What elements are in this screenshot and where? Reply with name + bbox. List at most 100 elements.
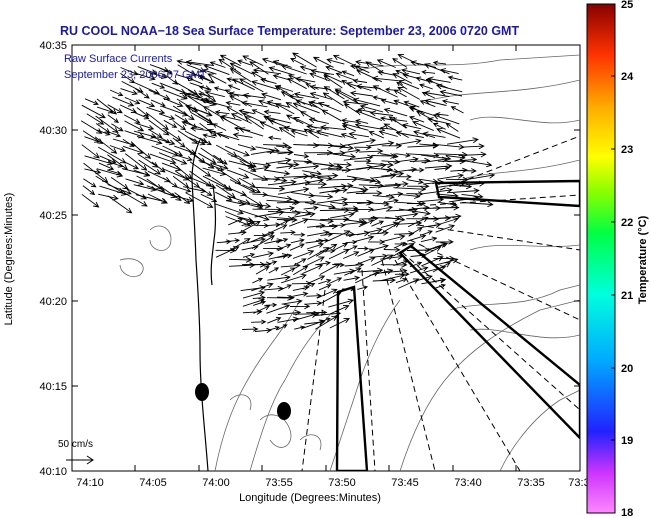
current-vector — [150, 136, 176, 146]
current-vector — [133, 72, 156, 81]
current-vector — [107, 184, 132, 195]
current-vector — [447, 156, 478, 163]
current-vector — [331, 144, 354, 151]
current-vector — [283, 125, 307, 133]
current-vector — [148, 71, 168, 79]
current-vector — [259, 121, 280, 132]
current-vector — [84, 168, 102, 175]
current-vector — [432, 60, 447, 66]
current-vector — [315, 223, 339, 230]
bathymetry-contours — [119, 54, 580, 471]
current-vector — [293, 153, 310, 159]
current-vector — [136, 135, 163, 145]
current-vector — [409, 261, 423, 268]
current-vector — [397, 211, 419, 218]
current-vector — [315, 238, 330, 243]
current-vector — [229, 256, 253, 263]
current-vector — [330, 211, 355, 219]
current-vector — [315, 129, 343, 138]
current-vector — [242, 184, 262, 194]
current-vector — [358, 267, 384, 274]
current-vector — [421, 69, 436, 75]
current-vector — [292, 312, 318, 322]
current-vector — [229, 62, 253, 75]
current-vector — [368, 140, 395, 147]
current-vector — [432, 277, 446, 283]
current-vector — [251, 282, 274, 292]
current-vector — [397, 79, 420, 90]
current-vector — [306, 124, 329, 130]
current-vector — [263, 109, 281, 115]
current-vector — [408, 227, 423, 236]
current-vector — [423, 90, 450, 98]
colorbar — [586, 3, 616, 514]
current-vector — [412, 120, 434, 132]
current-vector — [231, 78, 255, 91]
current-vector — [422, 179, 445, 186]
current-vector — [328, 298, 355, 308]
current-vector — [238, 221, 261, 234]
current-vector — [163, 192, 195, 203]
current-vector — [84, 155, 114, 166]
current-vector — [333, 243, 349, 251]
current-vector — [253, 300, 267, 306]
current-vector — [110, 177, 129, 190]
current-vector — [380, 153, 399, 159]
current-vector — [450, 106, 464, 114]
current-vector — [395, 138, 422, 146]
current-vector — [329, 222, 346, 228]
current-vector — [181, 120, 204, 130]
current-vector — [305, 181, 328, 188]
x-axis-label: Longitude (Degrees:Minutes) — [239, 492, 381, 504]
current-vector — [268, 215, 294, 222]
current-vector — [380, 273, 406, 282]
current-vector — [306, 309, 328, 316]
current-vector — [253, 305, 271, 314]
legend-line-1: Raw Surface Currents — [64, 53, 173, 65]
plot-frame — [71, 44, 581, 472]
current-vector — [393, 186, 427, 192]
current-vector — [244, 116, 264, 130]
current-vector — [342, 99, 369, 106]
current-vector — [398, 166, 418, 173]
current-vector — [367, 161, 395, 168]
current-vector — [241, 193, 264, 207]
current-vector — [251, 235, 276, 249]
current-vector — [383, 198, 399, 204]
current-vector — [334, 90, 360, 105]
current-vector — [319, 263, 341, 275]
current-vector — [315, 143, 346, 150]
current-vector — [357, 200, 374, 206]
current-vector — [419, 196, 445, 203]
current-vector — [268, 267, 280, 274]
current-vector — [323, 75, 343, 89]
current-vector — [368, 130, 385, 139]
current-vector — [420, 187, 453, 195]
current-vector — [134, 111, 150, 120]
x-tick-label: 73:3 — [568, 477, 589, 489]
current-vector — [151, 82, 166, 89]
current-vector — [446, 137, 479, 145]
current-vector — [312, 56, 334, 68]
current-vector — [228, 218, 244, 226]
current-vector — [332, 182, 354, 189]
current-vector — [346, 175, 376, 183]
current-vector — [123, 192, 148, 207]
current-vector — [332, 153, 357, 160]
current-vector — [267, 274, 291, 281]
current-vector — [280, 229, 296, 235]
current-vector — [436, 127, 461, 139]
current-vector — [343, 138, 377, 146]
current-vector — [133, 169, 151, 177]
current-vector — [242, 326, 259, 332]
current-vector — [272, 74, 291, 81]
current-vector — [448, 187, 480, 194]
current-vector — [185, 192, 214, 208]
current-vector — [357, 248, 376, 257]
current-vector — [293, 173, 317, 179]
current-vector — [419, 142, 439, 149]
current-vector — [432, 204, 460, 211]
current-vector — [371, 75, 399, 82]
current-vector — [341, 121, 369, 131]
